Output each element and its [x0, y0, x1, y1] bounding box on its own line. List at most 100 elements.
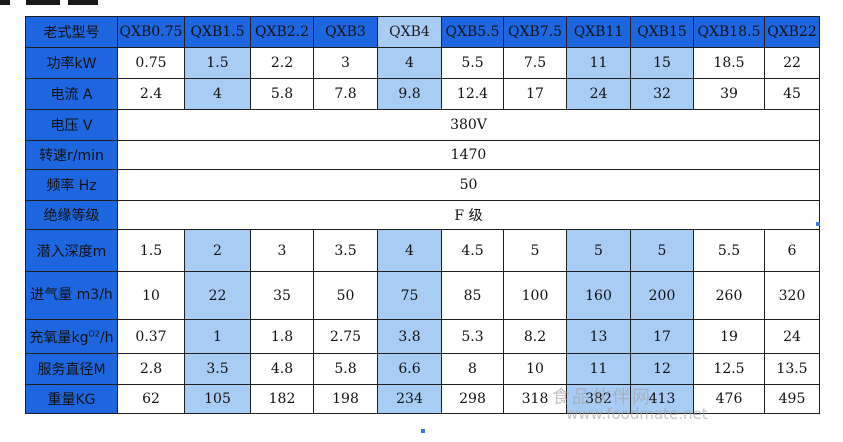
- table-cell: 5.8: [250, 78, 314, 110]
- table-cell: 62: [117, 384, 185, 414]
- table-row: 转速r/min 1470: [25, 140, 820, 170]
- table-cell: 2.2: [250, 47, 314, 79]
- table-cell: 3.8: [377, 319, 442, 354]
- table-cell: 10: [503, 353, 567, 385]
- table-cell: 382: [566, 384, 631, 414]
- header-cell: QXB0.75: [117, 16, 185, 48]
- table-cell: 22: [184, 271, 251, 320]
- spec-table: 老式型号 QXB0.75 QXB1.5 QXB2.2 QXB3 QXB4 QXB…: [25, 16, 820, 414]
- table-cell: 105: [184, 384, 251, 414]
- merged-cell: 50: [117, 169, 820, 201]
- table-cell: 8: [441, 353, 504, 385]
- table-cell: 0.75: [117, 47, 185, 79]
- table-cell: 18.5: [693, 47, 765, 79]
- merged-cell: F 级: [117, 200, 820, 230]
- table-cell: 17: [630, 319, 694, 354]
- row-label: 转速r/min: [25, 140, 118, 170]
- table-row: 服务直径M 2.8 3.5 4.8 5.8 6.6 8 10 11 12 12.…: [25, 353, 820, 385]
- table-cell: 2.4: [117, 78, 185, 110]
- table-cell: 160: [566, 271, 631, 320]
- row-label: 功率kW: [25, 47, 118, 79]
- table-cell: 19: [693, 319, 765, 354]
- row-label: 潜入深度m: [25, 229, 118, 272]
- row-label-suffix: /h: [99, 329, 114, 346]
- table-cell: 5.3: [441, 319, 504, 354]
- table-row: 潜入深度m 1.5 2 3 3.5 4 4.5 5 5 5 5.5 6: [25, 229, 820, 272]
- table-cell: 4.8: [250, 353, 314, 385]
- table-cell: 15: [630, 47, 694, 79]
- table-row: 进气量 m3/h 10 22 35 50 75 85 100 160 200 2…: [25, 271, 820, 320]
- table-row: 频率 Hz 50: [25, 169, 820, 201]
- table-cell: 198: [313, 384, 378, 414]
- table-cell: 6.6: [377, 353, 442, 385]
- table-cell: 11: [566, 47, 631, 79]
- header-cell: 老式型号: [25, 16, 118, 48]
- table-cell: 3.5: [184, 353, 251, 385]
- table-cell: 0.37: [117, 319, 185, 354]
- table-cell: 35: [250, 271, 314, 320]
- table-cell: 5: [566, 229, 631, 272]
- table-cell: 75: [377, 271, 442, 320]
- table-cell: 1: [184, 319, 251, 354]
- header-cell: QXB22: [764, 16, 820, 48]
- table-cell: 12: [630, 353, 694, 385]
- table-row: 电流 A 2.4 4 5.8 7.8 9.8 12.4 17 24 32 39 …: [25, 78, 820, 110]
- table-cell: 1.5: [117, 229, 185, 272]
- table-cell: 298: [441, 384, 504, 414]
- table-cell: 320: [764, 271, 820, 320]
- table-cell: 495: [764, 384, 820, 414]
- row-label: 充氧量kgO2/h: [25, 319, 118, 354]
- table-cell: 5: [503, 229, 567, 272]
- table-cell: 12.4: [441, 78, 504, 110]
- selection-handle[interactable]: [421, 429, 425, 433]
- table-cell: 3: [250, 229, 314, 272]
- table-cell: 413: [630, 384, 694, 414]
- table-cell: 4: [377, 47, 442, 79]
- table-cell: 4: [184, 78, 251, 110]
- merged-cell: 380V: [117, 109, 820, 141]
- table-cell: 50: [313, 271, 378, 320]
- table-cell: 24: [566, 78, 631, 110]
- table-cell: 4: [377, 229, 442, 272]
- table-cell: 9.8: [377, 78, 442, 110]
- row-label-sup: O2: [88, 328, 100, 338]
- header-cell: QXB5.5: [441, 16, 504, 48]
- header-row: 老式型号 QXB0.75 QXB1.5 QXB2.2 QXB3 QXB4 QXB…: [25, 16, 820, 48]
- table-cell: 17: [503, 78, 567, 110]
- table-cell: 85: [441, 271, 504, 320]
- table-cell: 318: [503, 384, 567, 414]
- table-cell: 4.5: [441, 229, 504, 272]
- table-cell: 7.5: [503, 47, 567, 79]
- header-cell: QXB2.2: [250, 16, 314, 48]
- table-cell: 13.5: [764, 353, 820, 385]
- table-cell: 200: [630, 271, 694, 320]
- table-cell: 234: [377, 384, 442, 414]
- table-cell: 13: [566, 319, 631, 354]
- table-cell: 39: [693, 78, 765, 110]
- header-cell: QXB4: [377, 16, 442, 48]
- table-cell: 45: [764, 78, 820, 110]
- table-cell: 11: [566, 353, 631, 385]
- table-cell: 12.5: [693, 353, 765, 385]
- header-cell: QXB7.5: [503, 16, 567, 48]
- table-cell: 24: [764, 319, 820, 354]
- row-label: 进气量 m3/h: [25, 271, 118, 320]
- table-cell: 10: [117, 271, 185, 320]
- row-label: 频率 Hz: [25, 169, 118, 201]
- table-row: 电压 V 380V: [25, 109, 820, 141]
- table-row: 绝缘等级 F 级: [25, 200, 820, 230]
- table-cell: 22: [764, 47, 820, 79]
- table-cell: 260: [693, 271, 765, 320]
- table-cell: 5.8: [313, 353, 378, 385]
- table-row: 功率kW 0.75 1.5 2.2 3 4 5.5 7.5 11 15 18.5…: [25, 47, 820, 79]
- selection-handle[interactable]: [816, 222, 820, 226]
- merged-cell: 1470: [117, 140, 820, 170]
- table-cell: 2.75: [313, 319, 378, 354]
- header-cell: QXB18.5: [693, 16, 765, 48]
- table-cell: 8.2: [503, 319, 567, 354]
- table-cell: 100: [503, 271, 567, 320]
- row-label: 电流 A: [25, 78, 118, 110]
- table-cell: 5.5: [693, 229, 765, 272]
- table-row: 充氧量kgO2/h 0.37 1 1.8 2.75 3.8 5.3 8.2 13…: [25, 319, 820, 354]
- table-cell: 32: [630, 78, 694, 110]
